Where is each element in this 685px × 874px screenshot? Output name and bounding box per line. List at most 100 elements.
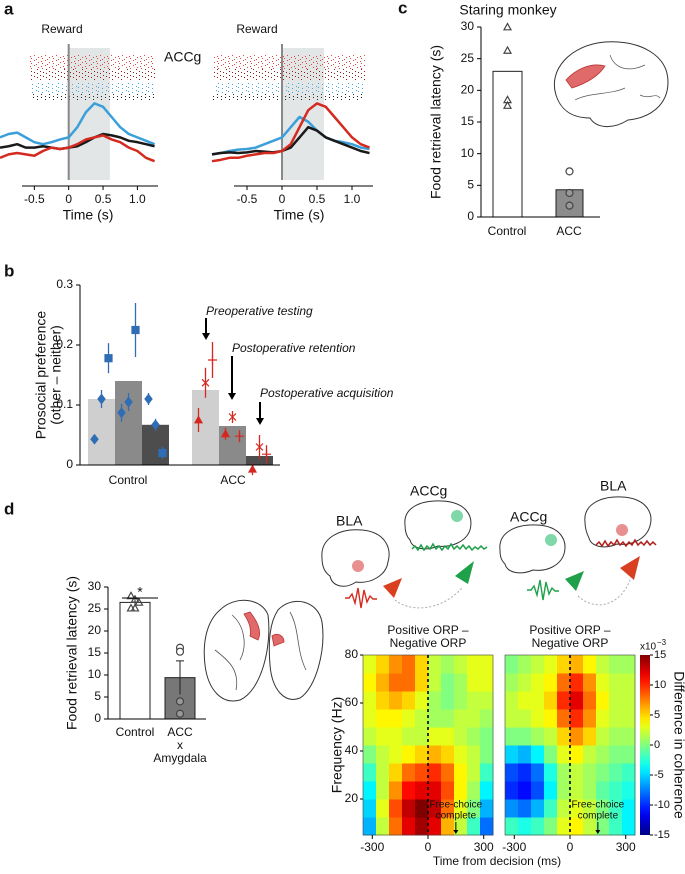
data-point bbox=[126, 591, 136, 600]
y-axis-label: Food retrieval latency (s) bbox=[64, 576, 80, 730]
heatmap-cell bbox=[415, 673, 429, 692]
heatmap-cell bbox=[518, 655, 532, 674]
colorbar-label: Difference in coherence bbox=[671, 671, 685, 819]
heatmap-cell bbox=[531, 781, 545, 800]
heatmap-cell bbox=[480, 709, 494, 728]
heatmap-cell bbox=[428, 763, 442, 782]
data-point bbox=[565, 188, 574, 198]
heatmap-cell bbox=[480, 763, 494, 782]
x-tick-label: Control bbox=[488, 224, 527, 238]
heatmap-cell bbox=[389, 799, 403, 818]
panel-letter: a bbox=[4, 0, 14, 18]
panel-letter: d bbox=[4, 499, 14, 518]
data-point bbox=[193, 415, 204, 424]
heatmap-cell bbox=[441, 745, 455, 764]
data-point bbox=[220, 429, 231, 438]
y-tick-label: 0 bbox=[94, 711, 101, 725]
heatmap-cell bbox=[531, 709, 545, 728]
heatmap-cell bbox=[570, 727, 584, 746]
heatmap-cell bbox=[467, 691, 481, 710]
heatmap-cell bbox=[531, 655, 545, 674]
y-tick-label: 0.1 bbox=[56, 397, 73, 411]
heatmap-cell bbox=[363, 727, 377, 746]
heatmap-cell bbox=[428, 691, 442, 710]
y-tick-label: 25 bbox=[461, 51, 475, 65]
bar bbox=[192, 390, 219, 465]
colorbar-tick-label: 0 bbox=[654, 739, 660, 751]
lfp-trace bbox=[345, 587, 377, 609]
brain-sulci bbox=[214, 614, 245, 691]
data-point bbox=[502, 100, 513, 109]
line-series bbox=[0, 102, 156, 146]
heatmap-cell bbox=[376, 799, 390, 818]
data-point bbox=[151, 419, 160, 431]
heatmap-cell bbox=[596, 727, 610, 746]
y-tick-label: 15 bbox=[461, 114, 475, 128]
heatmap-cell bbox=[622, 763, 636, 782]
heatmap-cell bbox=[583, 655, 597, 674]
heatmap-cell bbox=[505, 799, 519, 818]
raster-rows bbox=[30, 55, 155, 69]
y-tick-label: 25 bbox=[88, 601, 102, 615]
heatmap-cell bbox=[609, 763, 623, 782]
bar bbox=[492, 70, 523, 218]
heatmap-cell bbox=[363, 673, 377, 692]
heatmap-cell bbox=[428, 727, 442, 746]
x-tick-label: -0.5 bbox=[237, 192, 258, 206]
colorbar bbox=[640, 655, 650, 835]
y-tick-label: 0.2 bbox=[56, 337, 73, 351]
x-tick-label: ACC bbox=[167, 725, 193, 739]
bar bbox=[88, 399, 115, 465]
raster-rows bbox=[213, 69, 365, 80]
heatmap-cell bbox=[505, 673, 519, 692]
brain-outline bbox=[499, 524, 566, 574]
heatmap-cell bbox=[518, 799, 532, 818]
y-tick-label: 0.3 bbox=[56, 277, 73, 291]
heatmap-cell bbox=[415, 727, 429, 746]
heatmap-cell bbox=[570, 763, 584, 782]
diagram-label: ACCg bbox=[410, 483, 447, 499]
x-tick-label: 1.0 bbox=[129, 192, 146, 206]
heatmap-cell bbox=[609, 709, 623, 728]
heatmap-cell bbox=[376, 673, 390, 692]
heatmap-cell bbox=[583, 691, 597, 710]
heatmap-cell bbox=[505, 817, 519, 836]
x-tick-label: 0 bbox=[425, 840, 432, 854]
heatmap-cell bbox=[441, 709, 455, 728]
error-bar bbox=[176, 660, 184, 695]
x-tick-label: 0.5 bbox=[95, 192, 112, 206]
heatmap-cell bbox=[596, 709, 610, 728]
heatmap-cell bbox=[389, 727, 403, 746]
x-axis-label: Time (s) bbox=[63, 207, 114, 223]
diagram-label: BLA bbox=[336, 513, 363, 529]
heatmap-cell bbox=[389, 655, 403, 674]
brain-outline bbox=[584, 496, 652, 548]
region-marker bbox=[352, 560, 364, 572]
brain-outline bbox=[268, 601, 324, 700]
region-label: ACCg bbox=[164, 49, 201, 65]
x-tick-label: 300 bbox=[474, 840, 494, 854]
colorbar-exponent: −3 bbox=[657, 638, 667, 647]
arrowhead bbox=[455, 561, 474, 584]
arrowhead bbox=[620, 556, 640, 580]
heatmap-cell bbox=[480, 817, 494, 836]
panel-letter: c bbox=[398, 0, 407, 17]
x-tick-label: -300 bbox=[502, 840, 526, 854]
heatmap-cell bbox=[557, 727, 571, 746]
heatmap-cell bbox=[480, 673, 494, 692]
data-point bbox=[247, 464, 258, 473]
heatmap-cell bbox=[428, 709, 442, 728]
y-axis-label: (other – neither) bbox=[48, 325, 64, 425]
heatmap-cell bbox=[480, 727, 494, 746]
y-tick-label: 5 bbox=[94, 689, 101, 703]
heatmap-cell bbox=[441, 673, 455, 692]
heatmap-cell bbox=[415, 709, 429, 728]
heatmap-cell bbox=[596, 745, 610, 764]
heatmap-cell bbox=[583, 781, 597, 800]
colorbar-tick-label: 5 bbox=[654, 709, 660, 721]
y-tick-label: 20 bbox=[345, 791, 359, 805]
x-axis-label: Time from decision (ms) bbox=[433, 854, 561, 868]
heatmap-cell bbox=[570, 673, 584, 692]
heatmap-cell bbox=[467, 673, 481, 692]
region-marker bbox=[545, 534, 557, 546]
